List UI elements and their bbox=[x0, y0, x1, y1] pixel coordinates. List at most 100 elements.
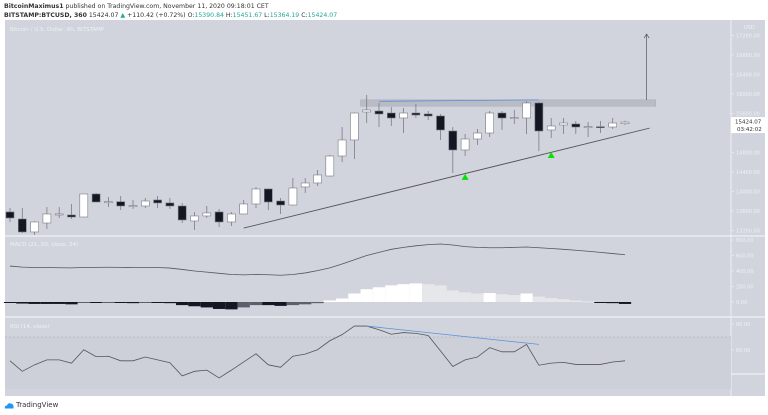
candle-down bbox=[374, 110, 384, 115]
low-value: 15364.19 bbox=[269, 12, 300, 19]
candle-up bbox=[128, 205, 138, 207]
price-axis[interactable]: 17200.00 16800.00 16400.00 16000.00 15600.00… bbox=[731, 34, 760, 235]
macd-histogram-bar bbox=[126, 302, 140, 304]
macd-histogram-bar bbox=[532, 296, 546, 302]
macd-histogram-bar bbox=[102, 302, 115, 303]
rsi-divergence-line bbox=[366, 325, 539, 345]
macd-histogram-bar bbox=[360, 289, 373, 302]
macd-histogram-bar bbox=[225, 302, 238, 310]
macd-histogram-bar bbox=[89, 302, 103, 303]
change: +110.42 (+0.72%) bbox=[127, 12, 186, 19]
candle-up bbox=[473, 132, 482, 140]
candle-up bbox=[190, 215, 199, 222]
macd-histogram-bar bbox=[114, 302, 127, 303]
candle-up bbox=[350, 112, 359, 141]
macd-histogram-bar bbox=[335, 298, 349, 302]
buy-signal-triangle-icon bbox=[547, 151, 555, 158]
macd-histogram-bar bbox=[262, 302, 275, 306]
candle-down bbox=[411, 112, 421, 116]
close-label: C: bbox=[301, 12, 308, 19]
candle-up bbox=[104, 201, 113, 204]
price-tick-label: 15600.00 bbox=[736, 112, 760, 118]
candle-down bbox=[436, 115, 445, 131]
candle-up bbox=[54, 213, 64, 216]
rsi-title: RSI (14, close) bbox=[10, 324, 50, 330]
tradingview-logo[interactable]: TradingView bbox=[4, 401, 58, 409]
open-value: 15390.84 bbox=[194, 12, 224, 19]
macd-histogram-bar bbox=[495, 294, 509, 302]
candle-down bbox=[91, 193, 101, 203]
macd-histogram-bar bbox=[569, 300, 582, 302]
macd-tick-label: 600.00 bbox=[736, 254, 754, 260]
candles bbox=[5, 94, 630, 235]
rsi-tick-label: 60.00 bbox=[736, 348, 750, 354]
price-tick-label: 14800.00 bbox=[736, 151, 760, 157]
macd-histogram-bar bbox=[249, 302, 263, 306]
publish-info: BitcoinMaximus1 published on TradingView… bbox=[4, 3, 269, 10]
up-arrow-icon: ▲ bbox=[120, 12, 126, 19]
candle-up bbox=[559, 122, 568, 126]
current-price: 15424.07 bbox=[735, 120, 762, 126]
macd-histogram-bar bbox=[606, 302, 619, 304]
brand-name: TradingView bbox=[16, 401, 59, 409]
macd-histogram-bar bbox=[545, 298, 558, 302]
current-price-label: 15424.07 03:42:02 bbox=[731, 117, 765, 134]
macd-histogram-bar bbox=[53, 302, 66, 304]
macd-histogram-bar bbox=[422, 284, 435, 302]
price-tick-label: 13200.00 bbox=[736, 229, 760, 235]
publish-text: published on TradingView.com, November 1… bbox=[63, 3, 269, 10]
candle-down bbox=[153, 199, 162, 204]
candle-up bbox=[288, 187, 298, 206]
macd-histogram-bar bbox=[188, 302, 201, 307]
candle-up bbox=[141, 200, 150, 207]
candle-up bbox=[227, 213, 236, 223]
candle-down bbox=[67, 214, 76, 218]
macd-histogram-bar bbox=[557, 299, 570, 302]
drawings bbox=[243, 33, 650, 229]
open-label: O: bbox=[187, 12, 195, 19]
macd-histogram-bar bbox=[151, 302, 164, 303]
price-tick-label: 16400.00 bbox=[736, 73, 760, 79]
macd-histogram-bar bbox=[200, 302, 213, 308]
macd-histogram-bar bbox=[581, 301, 595, 303]
candle-up bbox=[485, 112, 495, 134]
macd-histogram-bar bbox=[483, 293, 496, 302]
candle-down bbox=[17, 218, 27, 233]
macd-tick-label: 0.00 bbox=[736, 300, 747, 306]
candle-up bbox=[239, 203, 248, 215]
candle-down bbox=[423, 113, 433, 117]
macd-histogram-bar bbox=[618, 302, 632, 304]
macd-histogram-bar bbox=[65, 302, 78, 305]
macd-histogram-bar bbox=[409, 283, 423, 302]
candle-up bbox=[399, 112, 408, 119]
candle-up bbox=[30, 221, 39, 233]
rsi-line bbox=[9, 325, 626, 379]
tradingview-cloud-icon bbox=[4, 402, 14, 408]
macd-histogram-bar bbox=[176, 302, 189, 306]
macd-histogram-bar bbox=[520, 293, 533, 302]
candle-down bbox=[177, 205, 187, 221]
candle-up bbox=[509, 117, 519, 119]
rsi-tick-label: 80.00 bbox=[736, 322, 750, 328]
macd-histogram-bar bbox=[16, 302, 29, 304]
candle-down bbox=[214, 211, 224, 223]
price-divergence-line bbox=[378, 99, 539, 102]
candle-up bbox=[362, 109, 372, 113]
macd-tick-label: 400.00 bbox=[736, 269, 754, 275]
macd-axis: 800.00 600.00 400.00 200.00 0.00 bbox=[731, 238, 754, 306]
candle-down bbox=[276, 200, 285, 206]
candle-down bbox=[571, 123, 581, 128]
last-price: 15424.07 bbox=[88, 12, 119, 19]
candle-down bbox=[448, 130, 458, 151]
candle-up bbox=[522, 102, 531, 119]
candle-up bbox=[620, 121, 630, 124]
rsi-pane bbox=[5, 325, 731, 389]
macd-histogram-bar bbox=[163, 302, 177, 304]
candle-down bbox=[116, 201, 125, 207]
macd-histogram-bar bbox=[3, 302, 17, 303]
candle-up bbox=[608, 122, 618, 128]
macd-histogram-bar bbox=[212, 302, 226, 309]
author-name[interactable]: BitcoinMaximus1 bbox=[4, 3, 64, 10]
macd-histogram-bar bbox=[471, 293, 484, 302]
